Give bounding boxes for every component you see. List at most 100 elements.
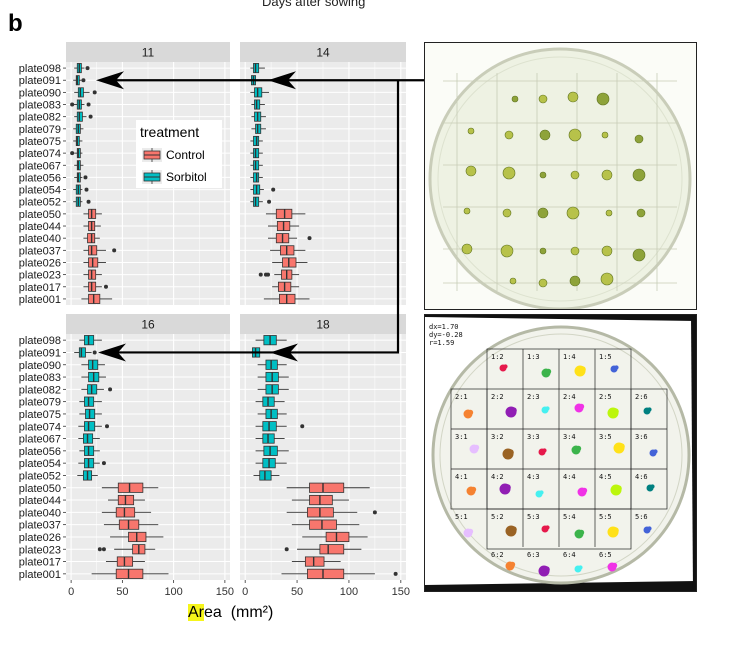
facet-strip-label: 16 <box>141 318 155 332</box>
boxplot-plate026 <box>110 531 164 543</box>
y-tick-label: plate017 <box>19 282 61 294</box>
cell-label: 3:6 <box>635 433 648 441</box>
calibration-text: dx=1.70 dy=-0.28 r=1.59 <box>429 323 463 347</box>
y-tick-label: plate050 <box>19 483 61 495</box>
y-tick-label: plate079 <box>19 124 61 136</box>
plate-photo-raw <box>424 42 697 310</box>
cell-label: 4:2 <box>491 473 504 481</box>
boxplot-plate090 <box>74 87 97 98</box>
outlier-point <box>84 187 89 192</box>
boxplot-plate098 <box>74 63 90 74</box>
seedling <box>537 207 549 219</box>
cell-labels: 1:2 1:3 1:4 1:5 2:1 2:2 2:3 2:4 2:5 2:6 3:1 3:2 3:3 3… <box>455 353 648 559</box>
seedling <box>569 275 581 287</box>
seedling <box>509 277 517 285</box>
boxplot-plate052 <box>253 470 280 481</box>
x-axis-title: Area (mm²) <box>188 604 273 622</box>
y-tick-label: plate044 <box>19 221 61 233</box>
box-iqr <box>309 519 337 530</box>
segmented-seedling-lobe <box>615 485 622 492</box>
outlier-point <box>83 175 88 180</box>
outlier-point <box>372 510 377 515</box>
segmentation-grid <box>450 348 668 550</box>
seedling <box>568 128 582 142</box>
boxplot-plate026 <box>302 531 368 543</box>
boxplot-plate037 <box>270 245 306 256</box>
seedling <box>566 206 580 220</box>
y-tick-label: plate023 <box>19 270 61 282</box>
boxplot-plate082 <box>81 384 113 395</box>
boxplot-plate075 <box>73 135 83 146</box>
boxplot-plate075 <box>257 408 287 420</box>
boxplot-plate023 <box>83 269 102 280</box>
seedling <box>539 129 551 141</box>
cell-label: 5:6 <box>635 513 648 521</box>
boxplot-plate037 <box>83 245 117 256</box>
arrowhead-top-right <box>268 71 296 90</box>
boxplot-plate067 <box>74 160 84 171</box>
cell-label: 5:3 <box>527 513 540 521</box>
outlier-point <box>258 272 263 277</box>
plate-grid <box>443 73 677 291</box>
top-caption: Days after sowing <box>262 0 366 9</box>
cell-label: 2:4 <box>563 393 576 401</box>
facet-strip <box>240 42 406 62</box>
y-tick-label: plate074 <box>19 421 61 433</box>
boxplot-plate056 <box>79 445 100 456</box>
facet-panel-16: 16plate098plate091plate090plate083plate0… <box>19 314 234 598</box>
boxplot-plate050 <box>265 208 306 219</box>
y-tick-label: plate001 <box>19 569 61 581</box>
box-iqr <box>304 556 325 567</box>
boxplot-plate075 <box>250 135 263 146</box>
facet-strip-label: 18 <box>316 318 330 332</box>
boxplot-plate056 <box>255 445 289 456</box>
legend: treatment Control Sorbitol <box>136 120 222 188</box>
boxplot-plate090 <box>81 359 105 370</box>
box-iqr <box>325 531 350 543</box>
seedling-group <box>461 91 646 288</box>
y-tick-label: plate040 <box>19 507 61 519</box>
cell-label: 6:5 <box>599 551 612 559</box>
seedling <box>600 272 614 286</box>
seedling <box>463 207 471 215</box>
seedling <box>632 248 646 262</box>
box-iqr <box>115 507 136 518</box>
box-iqr <box>307 568 345 579</box>
boxplot-plate074 <box>250 148 263 159</box>
boxplot-plate044 <box>108 494 145 506</box>
y-tick-label: plate052 <box>19 197 61 209</box>
cell-label: 5:4 <box>563 513 576 521</box>
facet-strip-label: 14 <box>316 46 330 60</box>
y-tick-label: plate074 <box>19 148 61 160</box>
box-iqr <box>78 347 86 358</box>
outlier-point <box>393 571 398 576</box>
boxplot-plate052 <box>73 196 91 207</box>
boxplot-plate098 <box>79 335 102 346</box>
seedling <box>634 134 644 144</box>
cell-label: 6:3 <box>527 551 540 559</box>
box-iqr <box>115 568 144 579</box>
boxplot-plate026 <box>272 257 308 268</box>
box-iqr <box>319 544 345 555</box>
boxplot-plate040 <box>101 507 152 518</box>
boxplot-plate023 <box>284 544 362 555</box>
cell-label: 3:1 <box>455 433 468 441</box>
boxplot-plate079 <box>251 123 266 134</box>
outlier-point <box>103 284 108 289</box>
segmented-seedling-lobe <box>612 527 619 534</box>
boxplot-plate023 <box>97 544 156 555</box>
y-tick-label: plate075 <box>19 136 61 148</box>
seedling <box>632 168 646 182</box>
segmented-seedling-lobe <box>504 484 511 491</box>
plate-photo-segmented-drawing: 1:2 1:3 1:4 1:5 2:1 2:2 2:3 2:4 2:5 2:6 3:1 3:2 3:3 3… <box>425 315 696 591</box>
x-tick-label: 150 <box>392 586 410 598</box>
boxplot-plate054 <box>73 184 89 195</box>
y-tick-label: plate098 <box>19 335 61 347</box>
outlier-point <box>101 547 106 552</box>
seedling <box>570 170 580 180</box>
x-tick-label: 0 <box>68 586 74 598</box>
x-tick-label: 100 <box>340 586 358 598</box>
segmented-seedling-lobe <box>473 444 480 451</box>
x-axis-title-rest: ea <box>204 604 222 621</box>
box-iqr <box>88 245 98 256</box>
